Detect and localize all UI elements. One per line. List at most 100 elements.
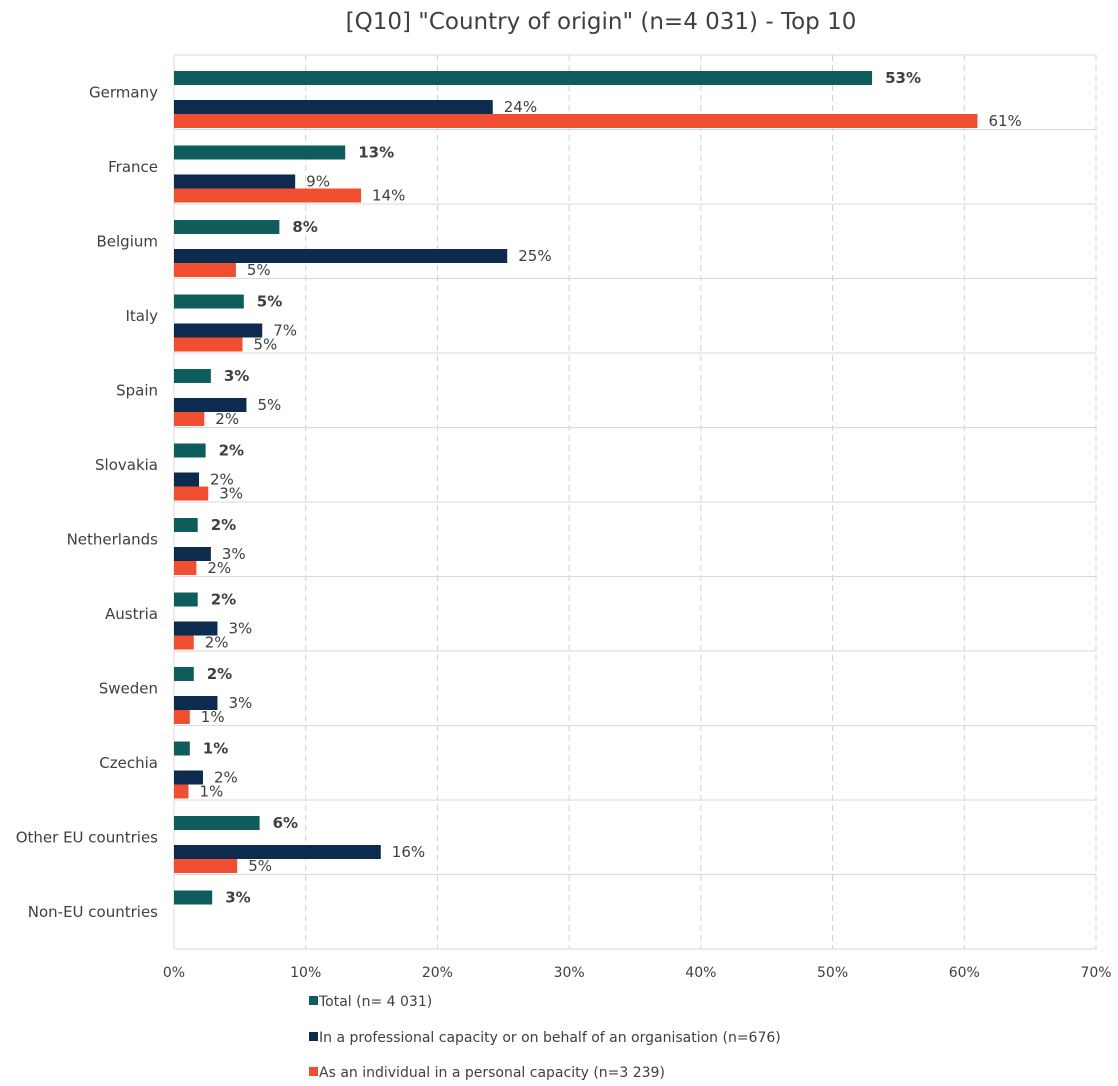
category-label: Italy (125, 307, 158, 325)
bars (174, 71, 978, 905)
data-label: 1% (201, 708, 225, 726)
category-label: Non-EU countries (28, 903, 158, 921)
data-label: 13% (358, 144, 394, 162)
bar-individual (174, 114, 978, 128)
bar-individual (174, 561, 197, 575)
data-label: 5% (257, 396, 281, 414)
data-label: 3% (228, 620, 252, 638)
legend-label: In a professional capacity or on behalf … (319, 1030, 781, 1046)
category-label: Czechia (99, 754, 158, 772)
x-tick-label: 20% (422, 965, 453, 981)
data-label: 2% (210, 471, 234, 489)
data-label: 25% (518, 247, 551, 265)
bar-individual (174, 635, 194, 650)
gridlines (173, 54, 1097, 950)
bar-total (174, 220, 280, 234)
bar-total (174, 145, 346, 160)
x-tick-label: 0% (163, 965, 185, 981)
category-label: Other EU countries (16, 828, 158, 846)
category-label: Germany (89, 83, 158, 101)
data-label: 3% (224, 367, 249, 385)
data-label: 9% (306, 173, 330, 191)
data-label: 2% (215, 410, 239, 428)
bar-professional (174, 174, 296, 189)
bar-professional (174, 398, 247, 412)
bar-professional (174, 770, 203, 785)
data-label: 5% (257, 293, 282, 311)
data-label: 3% (219, 485, 243, 503)
bar-individual (174, 486, 209, 501)
x-tick-label: 30% (554, 965, 585, 981)
legend: Total (n= 4 031) In a professional capaci… (309, 994, 781, 1081)
bar-total (174, 369, 211, 383)
data-label: 8% (292, 218, 317, 236)
bar-total (174, 667, 194, 681)
bar-professional (174, 621, 218, 636)
x-tick-label: 50% (817, 965, 848, 981)
data-label: 6% (273, 814, 298, 832)
bar-total (174, 592, 198, 607)
data-label: 24% (504, 98, 537, 116)
data-label: 3% (222, 545, 246, 563)
data-label: 2% (207, 665, 232, 683)
legend-swatch (309, 1067, 318, 1076)
data-label: 2% (211, 591, 236, 609)
data-label: 2% (211, 516, 236, 534)
legend-swatch (309, 1032, 318, 1041)
bar-professional (174, 323, 263, 338)
bar-total (174, 518, 198, 532)
x-tick-label: 60% (949, 965, 980, 981)
bar-professional (174, 696, 218, 710)
category-label: Spain (116, 381, 158, 399)
data-label: 14% (372, 187, 405, 205)
chart-title: [Q10] "Country of origin" (n=4 031) - To… (346, 9, 857, 35)
legend-label: As an individual in a personal capacity … (319, 1065, 665, 1081)
category-label: Slovakia (95, 456, 158, 474)
bar-professional (174, 472, 200, 487)
data-label: 1% (203, 740, 228, 758)
category-label: Netherlands (67, 530, 159, 548)
legend-label: Total (n= 4 031) (318, 994, 432, 1010)
data-label: 53% (885, 69, 921, 87)
category-label: Austria (105, 605, 158, 623)
category-label: Sweden (99, 679, 158, 697)
bar-individual (174, 263, 236, 277)
x-tick-label: 40% (685, 965, 716, 981)
data-label: 5% (248, 857, 272, 875)
data-label: 3% (225, 889, 250, 907)
x-axis-ticks: 0% 10% 20% 30% 40% 50% 60% 70% (163, 965, 1112, 981)
bar-individual (174, 859, 238, 873)
bar-total (174, 890, 213, 905)
category-labels: Germany France Belgium Italy Spain Slovakia Ne… (16, 83, 158, 921)
legend-swatch (309, 996, 318, 1005)
data-label: 2% (219, 442, 244, 460)
bar-total (174, 443, 206, 458)
data-label: 2% (205, 634, 229, 652)
bar-individual (174, 412, 205, 426)
bar-total (174, 294, 244, 309)
data-label: 5% (253, 336, 277, 354)
bar-individual (174, 188, 362, 203)
category-label: Belgium (97, 232, 159, 250)
data-label: 3% (228, 694, 252, 712)
bar-professional (174, 249, 508, 263)
bar-individual (174, 710, 190, 724)
bar-individual (174, 337, 243, 352)
bar-professional (174, 100, 493, 114)
data-label: 7% (273, 322, 297, 340)
data-label: 5% (247, 261, 271, 279)
bar-total (174, 816, 260, 830)
bar-total (174, 71, 873, 85)
data-labels: 53%24%61%13%9%14%8%25%5%5%7%5%3%5%2%2%2%… (199, 69, 1021, 907)
data-label: 61% (988, 112, 1021, 130)
data-label: 2% (207, 559, 231, 577)
bar-total (174, 741, 190, 756)
data-label: 2% (214, 769, 238, 787)
bar-professional (174, 547, 211, 561)
bar-professional (174, 845, 381, 859)
data-label: 16% (392, 843, 425, 861)
x-tick-label: 10% (290, 965, 321, 981)
x-tick-label: 70% (1080, 965, 1111, 981)
